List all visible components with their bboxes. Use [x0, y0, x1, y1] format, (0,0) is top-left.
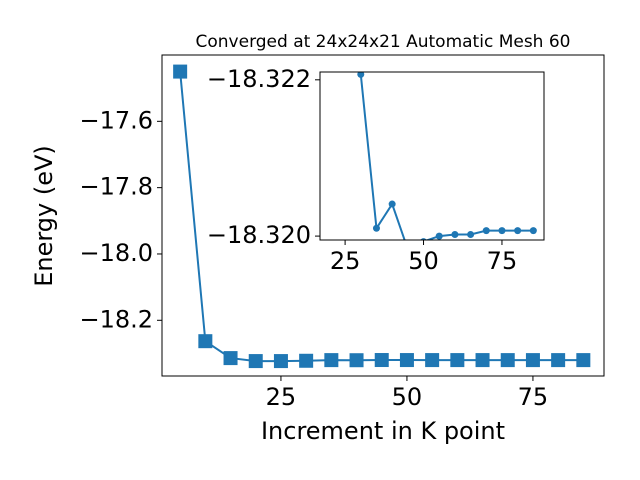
marker: [374, 353, 389, 368]
y-tick-label: −18.0: [79, 239, 153, 267]
marker: [388, 200, 396, 208]
chart-title: Converged at 24x24x21 Automatic Mesh 60: [196, 32, 571, 52]
marker: [357, 72, 365, 78]
x-tick-label: 50: [392, 383, 423, 411]
plot-content: [357, 72, 537, 240]
axes-frame: [161, 54, 605, 377]
x-axis-label: Increment in K point: [261, 417, 505, 445]
marker: [482, 227, 490, 235]
marker: [223, 351, 238, 366]
marker: [576, 353, 591, 368]
marker: [450, 353, 465, 368]
marker: [498, 227, 506, 235]
marker: [425, 353, 440, 368]
marker: [349, 353, 364, 368]
marker: [435, 232, 443, 240]
marker: [475, 353, 490, 368]
marker: [399, 353, 414, 368]
plot-area: [320, 72, 544, 240]
y-tick-label: −18.322: [207, 65, 311, 93]
marker: [514, 227, 522, 235]
marker: [248, 354, 263, 369]
x-tick-label: 75: [518, 383, 549, 411]
y-tick-label: −17.6: [79, 106, 153, 134]
marker: [299, 353, 314, 368]
y-axis-label: Energy (eV): [30, 145, 58, 287]
x-tick-label: 25: [330, 247, 361, 275]
marker: [529, 227, 537, 235]
marker: [451, 231, 459, 239]
x-tick-label: 50: [408, 247, 439, 275]
axes-frame: [319, 71, 545, 241]
marker: [500, 353, 515, 368]
marker: [525, 353, 540, 368]
y-tick-label: −17.8: [79, 173, 153, 201]
y-tick-label: −18.320: [207, 221, 311, 249]
marker: [551, 353, 566, 368]
marker: [372, 224, 380, 232]
y-tick-label: −18.2: [79, 305, 153, 333]
plot-content: [173, 64, 591, 369]
marker: [198, 334, 213, 349]
marker: [324, 353, 339, 368]
x-tick-label: 75: [487, 247, 518, 275]
marker: [467, 231, 475, 239]
marker: [173, 64, 188, 79]
x-tick-label: 25: [266, 383, 297, 411]
marker: [273, 354, 288, 369]
